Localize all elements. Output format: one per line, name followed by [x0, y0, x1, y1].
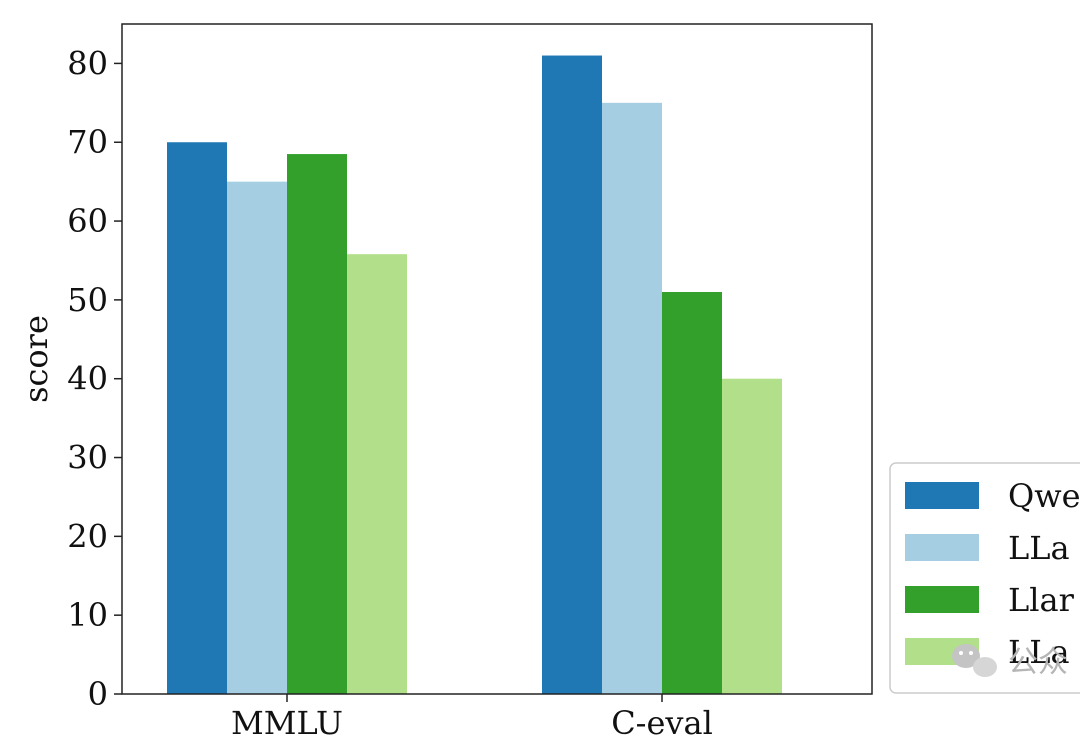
x-tick-label-mmlu: MMLU: [231, 704, 343, 742]
y-tick-label: 50: [67, 281, 108, 319]
plot-frame: [121, 23, 873, 695]
bar-mmlu-series-1: [167, 142, 227, 694]
legend-swatch-2: [905, 534, 979, 561]
y-axis: 0 10 20 30 40 50 60 70 80: [67, 44, 122, 713]
legend-label-3: Llar: [1008, 581, 1075, 619]
bar-mmlu-series-4: [347, 254, 407, 694]
legend-swatch-3: [905, 586, 979, 613]
bars-group: [167, 55, 782, 694]
y-tick-label: 40: [67, 360, 108, 398]
legend-label-4: LLa: [1008, 633, 1070, 671]
bar-mmlu-series-3: [287, 154, 347, 694]
bar-c-eval-series-2: [602, 102, 662, 694]
y-tick-label: 60: [67, 202, 108, 240]
watermark: 公众: [952, 644, 1068, 680]
legend: Qwe LLa Llar LLa: [889, 462, 1080, 694]
watermark-text: 公众: [1008, 645, 1068, 680]
y-tick-label: 0: [88, 675, 108, 713]
y-axis-label: score: [17, 315, 55, 403]
y-tick-label: 10: [67, 596, 108, 634]
bar-c-eval-series-4: [722, 378, 782, 694]
bar-mmlu-series-2: [227, 181, 287, 694]
y-tick-label: 20: [67, 517, 108, 555]
wechat-icon: [952, 644, 997, 677]
y-tick-label: 30: [67, 439, 108, 477]
y-tick-label: 80: [67, 44, 108, 82]
bar-c-eval-series-3: [662, 292, 722, 694]
legend-label-1: Qwe: [1008, 477, 1080, 515]
x-axis: MMLU C-eval: [231, 694, 713, 742]
bar-c-eval-series-1: [542, 55, 602, 694]
x-tick-label-c-eval: C-eval: [611, 704, 713, 742]
legend-frame: [889, 462, 1080, 694]
legend-swatch-1: [905, 482, 979, 509]
legend-label-2: LLa: [1008, 529, 1070, 567]
y-tick-label: 70: [67, 123, 108, 161]
